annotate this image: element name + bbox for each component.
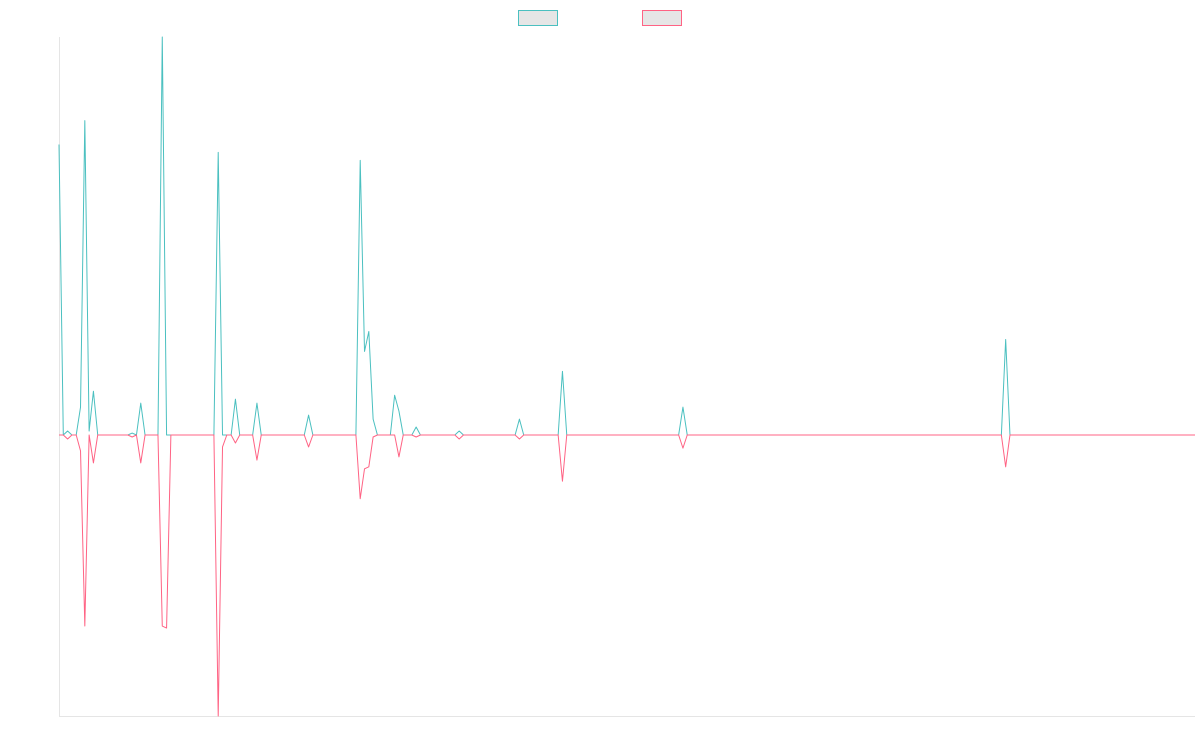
data-line bbox=[58, 36, 1195, 436]
legend-swatch bbox=[518, 10, 558, 26]
data-line bbox=[59, 434, 1195, 717]
legend-swatch bbox=[642, 10, 682, 26]
